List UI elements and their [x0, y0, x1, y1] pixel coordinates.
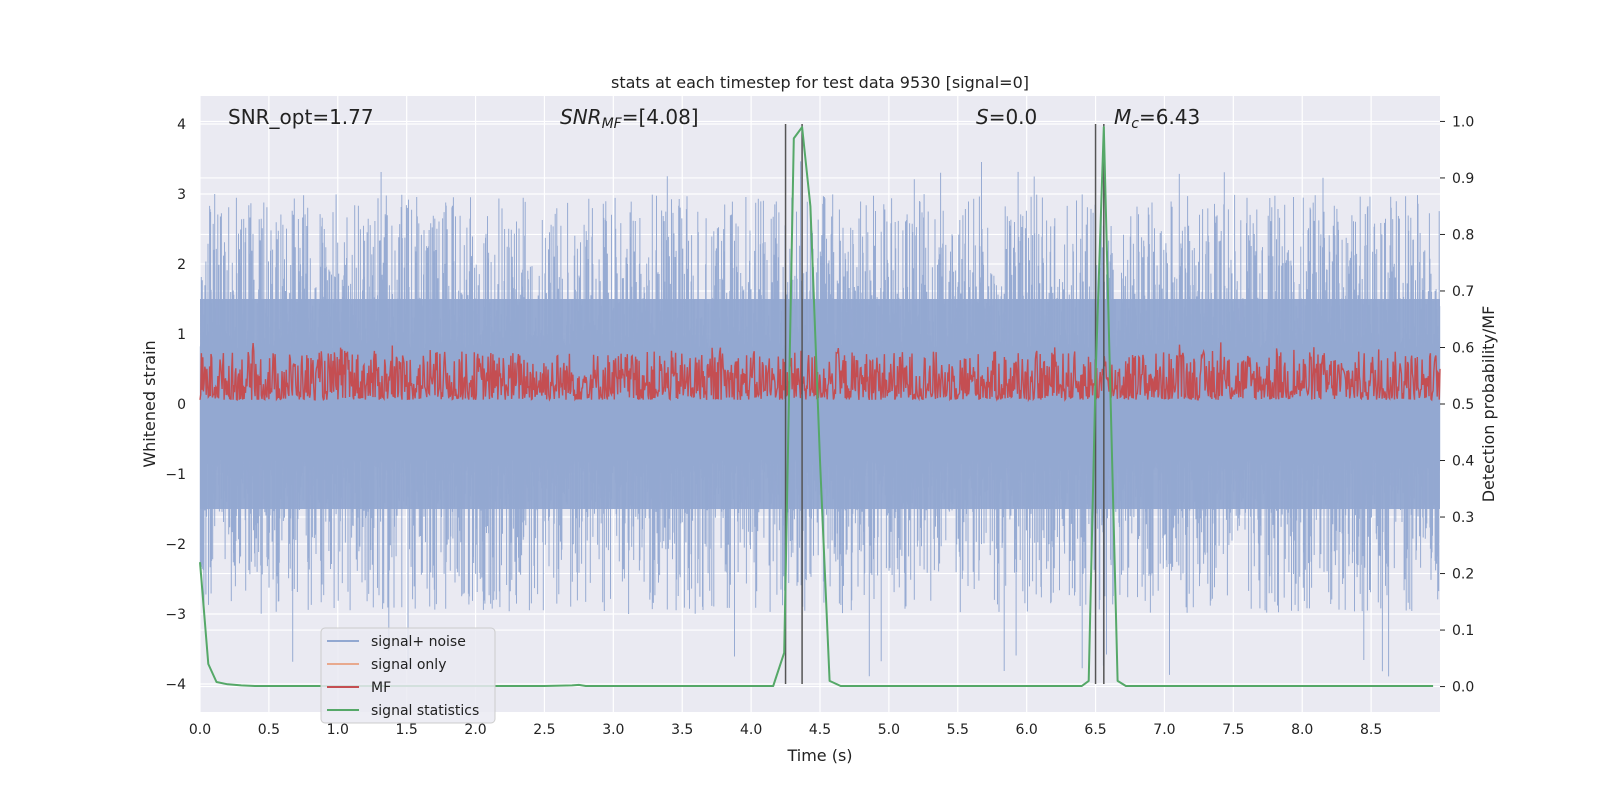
x-tick-label: 7.5: [1222, 722, 1244, 738]
y-tick-label: 3: [177, 187, 186, 203]
x-tick-label: 1.0: [327, 722, 349, 738]
annotation-snr-mf: SNRMF=[4.08]: [560, 105, 699, 132]
y-right-tick-label: 0.0: [1452, 680, 1474, 696]
y-right-tick-label: 0.3: [1452, 510, 1474, 526]
y-tick-label: −3: [165, 607, 186, 623]
annotation-snr-opt: SNR_opt=1.77: [228, 105, 374, 129]
y-right-tick-label: 0.7: [1452, 284, 1474, 300]
y-tick-label: −4: [165, 677, 186, 693]
x-tick-label: 2.5: [533, 722, 555, 738]
y-tick-label: 2: [177, 257, 186, 273]
x-tick-label: 6.0: [1016, 722, 1038, 738]
y-right-tick-label: 1.0: [1452, 114, 1474, 130]
y-right-axis-label: Detection probability/MF: [1479, 306, 1498, 503]
y-right-tick-label: 0.5: [1452, 397, 1474, 413]
x-tick-label: 4.0: [740, 722, 762, 738]
x-tick-label: 5.5: [947, 722, 969, 738]
signal-statistics-series: [199, 126, 1434, 687]
x-tick-label: 0.0: [189, 722, 211, 738]
y-tick-label: −2: [165, 537, 186, 553]
signal-statistics-line: [199, 126, 1434, 687]
annotation-mc: Mc=6.43: [1114, 105, 1200, 132]
y-tick-label: 4: [177, 117, 186, 133]
x-tick-labels: 0.0 0.5 1.0 1.5 2.0 2.5 3.0 3.5 4.0 4.5 5.0 5.5 6.0 6…: [189, 722, 1382, 738]
x-tick-label: 0.5: [258, 722, 280, 738]
x-tick-label: 4.5: [809, 722, 831, 738]
y-right-tick-label: 0.8: [1452, 227, 1474, 243]
y-right-tick-label: 0.1: [1452, 623, 1474, 639]
y-right-tick-label: 0.6: [1452, 340, 1474, 356]
y-tick-label: 1: [177, 327, 186, 343]
legend-label-signal-noise: signal+ noise: [371, 634, 466, 650]
mf-line: [199, 342, 1441, 403]
mf-series: [199, 342, 1441, 403]
legend-label-signal-only: signal only: [371, 657, 446, 673]
x-tick-label: 8.0: [1291, 722, 1313, 738]
x-tick-label: 6.5: [1084, 722, 1106, 738]
legend-box: [320, 627, 496, 724]
legend-label-signal-statistics: signal statistics: [371, 703, 479, 719]
y-right-tick-label: 0.4: [1452, 454, 1474, 470]
x-tick-label: 7.0: [1153, 722, 1175, 738]
x-tick-label: 1.5: [396, 722, 418, 738]
y-right-tick-label: 0.9: [1452, 171, 1474, 187]
x-tick-label: 3.5: [671, 722, 693, 738]
y-axis-label: Whitened strain: [140, 340, 159, 467]
y-right-tick-labels: 0.0 0.1 0.2 0.3 0.4 0.5 0.6 0.7 0.8 0.9 1.0: [1440, 114, 1474, 696]
chart-title: stats at each timestep for test data 953…: [611, 73, 1029, 92]
annotation-s: S=0.0: [976, 105, 1037, 129]
x-axis-label: Time (s): [786, 746, 852, 765]
y-right-tick-label: 0.2: [1452, 567, 1474, 583]
x-tick-label: 3.0: [602, 722, 624, 738]
legend-label-mf: MF: [371, 680, 391, 696]
x-tick-label: 8.5: [1360, 722, 1382, 738]
x-tick-label: 5.0: [878, 722, 900, 738]
y-tick-labels: −4 −3 −2 −1 0 1 2 3 4: [165, 117, 186, 693]
y-tick-label: 0: [177, 397, 186, 413]
y-tick-label: −1: [165, 467, 186, 483]
x-tick-label: 2.0: [464, 722, 486, 738]
legend: signal+ noise signal only MF signal stat…: [320, 627, 496, 724]
annotations: SNR_opt=1.77 SNRMF=[4.08] S=0.0 Mc=6.43: [228, 105, 1200, 132]
